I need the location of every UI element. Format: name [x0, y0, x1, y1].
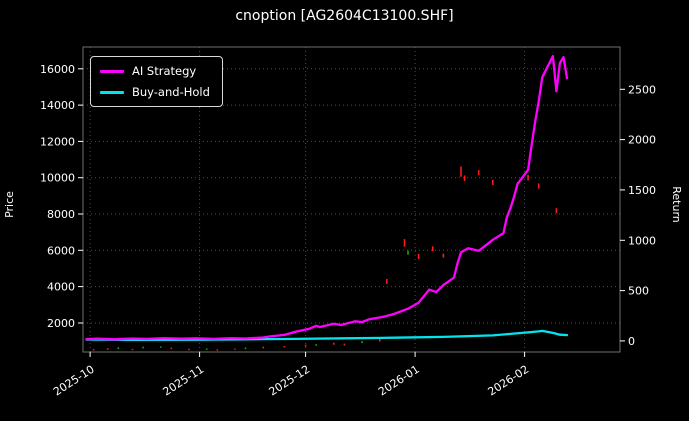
svg-text:2500: 2500 [628, 83, 656, 96]
legend-item-buy-and-hold: Buy-and-Hold [100, 85, 210, 99]
svg-text:2026-02: 2026-02 [486, 363, 532, 399]
svg-text:4000: 4000 [47, 281, 75, 294]
svg-text:1000: 1000 [628, 234, 656, 247]
svg-text:16000: 16000 [40, 63, 75, 76]
svg-text:0: 0 [628, 335, 635, 348]
svg-text:6000: 6000 [47, 244, 75, 257]
svg-text:1500: 1500 [628, 184, 656, 197]
svg-text:10000: 10000 [40, 172, 75, 185]
chart-title: cnoption [AG2604C13100.SHF] [235, 8, 454, 24]
svg-text:2000: 2000 [628, 134, 656, 147]
svg-text:8000: 8000 [47, 208, 75, 221]
svg-text:2025-10: 2025-10 [51, 363, 97, 399]
svg-text:12000: 12000 [40, 135, 75, 148]
legend: AI Strategy Buy-and-Hold [90, 56, 223, 107]
svg-text:2000: 2000 [47, 317, 75, 330]
legend-label: Buy-and-Hold [132, 85, 210, 99]
legend-label: AI Strategy [132, 64, 197, 78]
svg-text:2026-01: 2026-01 [376, 363, 422, 399]
ai-strategy-line-swatch [100, 69, 124, 73]
svg-text:2025-11: 2025-11 [161, 363, 207, 399]
svg-text:2025-12: 2025-12 [267, 363, 313, 399]
svg-text:500: 500 [628, 285, 649, 298]
legend-item-ai-strategy: AI Strategy [100, 64, 210, 78]
svg-text:14000: 14000 [40, 99, 75, 112]
buy-and-hold-line-swatch [100, 90, 124, 94]
